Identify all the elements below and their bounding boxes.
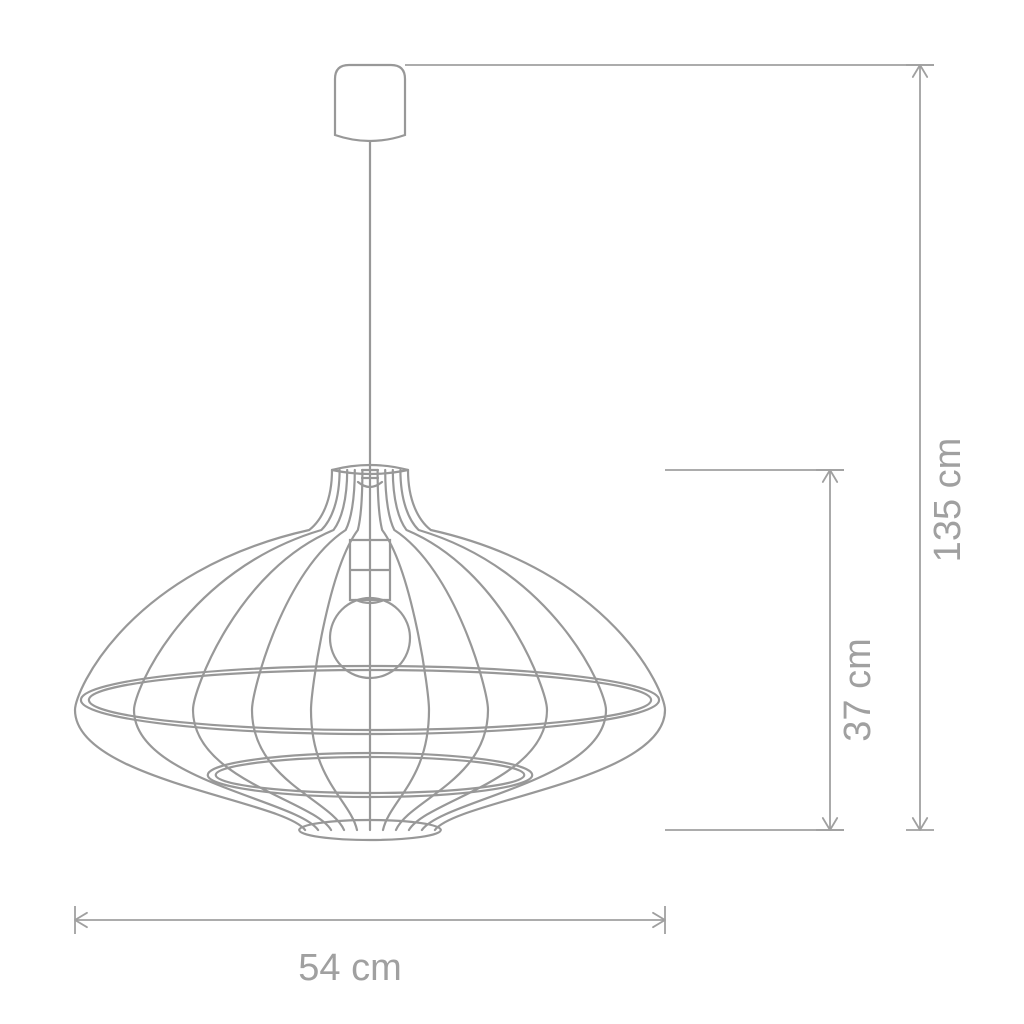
total-height-label: 135 cm bbox=[927, 438, 969, 563]
shade-height-label: 37 cm bbox=[837, 638, 879, 741]
pendant-lamp-drawing bbox=[75, 65, 665, 840]
dimension-diagram: 54 cm 37 cm 135 cm bbox=[0, 0, 1024, 1024]
width-label: 54 cm bbox=[298, 947, 401, 989]
dimension-guides bbox=[75, 65, 934, 934]
